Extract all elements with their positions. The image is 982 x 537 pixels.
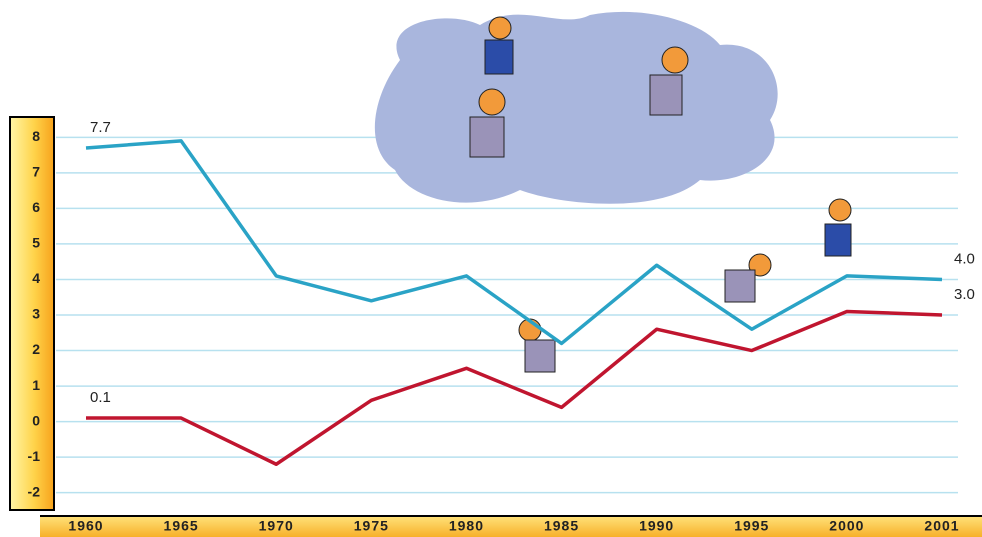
y-tick-label: 3 — [32, 306, 40, 322]
x-tick-label: 2001 — [924, 518, 959, 534]
y-tick-label: -2 — [28, 483, 41, 499]
y-tick-label: 4 — [32, 270, 40, 286]
x-axis-bar — [40, 516, 982, 537]
line-series — [86, 309, 943, 466]
data-label: 3.0 — [954, 286, 975, 303]
y-tick-label: 6 — [32, 199, 40, 215]
y-tick-label: 1 — [32, 377, 40, 393]
y-axis-bar — [9, 116, 55, 511]
data-label: 7.7 — [90, 119, 111, 136]
x-tick-label: 2000 — [829, 518, 864, 534]
illustration-cloud — [374, 11, 778, 204]
x-tick-label: 1960 — [68, 518, 103, 534]
y-tick-label: 2 — [32, 341, 40, 357]
x-tick-label: 1965 — [164, 518, 199, 534]
y-tick-label: 0 — [32, 412, 40, 428]
x-tick-label: 1975 — [354, 518, 389, 534]
data-label: 0.1 — [90, 389, 111, 406]
x-tick-label: 1980 — [449, 518, 484, 534]
y-tick-label: 8 — [32, 128, 40, 144]
y-tick-label: 7 — [32, 164, 40, 180]
line-series — [85, 139, 943, 346]
data-label: 4.0 — [954, 250, 975, 267]
x-tick-label: 1970 — [259, 518, 294, 534]
y-tick-label: 5 — [32, 235, 40, 251]
illustration — [469, 16, 852, 373]
y-tick-label: -1 — [28, 448, 41, 464]
x-tick-label: 1985 — [544, 518, 579, 534]
x-tick-label: 1990 — [639, 518, 674, 534]
x-tick-label: 1995 — [734, 518, 769, 534]
